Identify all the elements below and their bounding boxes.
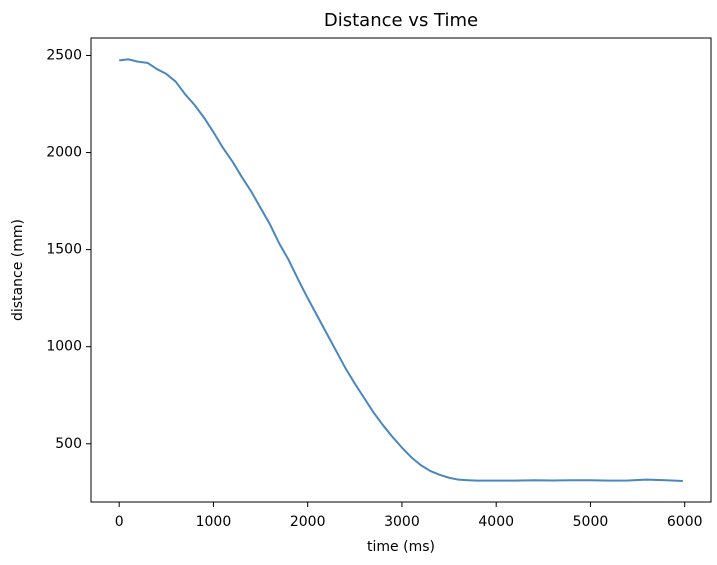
plot-frame bbox=[90, 37, 712, 503]
x-tick-label: 2000 bbox=[290, 514, 326, 530]
x-tick-label: 5000 bbox=[573, 514, 609, 530]
x-tick-label: 3000 bbox=[384, 514, 420, 530]
x-tick-label: 4000 bbox=[478, 514, 514, 530]
y-axis-label: distance (mm) bbox=[10, 219, 26, 321]
x-tick-label: 6000 bbox=[667, 514, 703, 530]
y-tick-label: 1500 bbox=[46, 242, 82, 258]
y-tick-label: 500 bbox=[55, 436, 82, 452]
y-tick-label: 2000 bbox=[46, 145, 82, 161]
x-tick-label: 1000 bbox=[196, 514, 232, 530]
y-tick-label: 1000 bbox=[46, 339, 82, 355]
x-tick-label: 0 bbox=[115, 514, 124, 530]
x-axis-label: time (ms) bbox=[367, 539, 435, 555]
y-tick-label: 2500 bbox=[46, 47, 82, 63]
chart-title: Distance vs Time bbox=[324, 10, 478, 31]
data-line bbox=[119, 58, 683, 483]
